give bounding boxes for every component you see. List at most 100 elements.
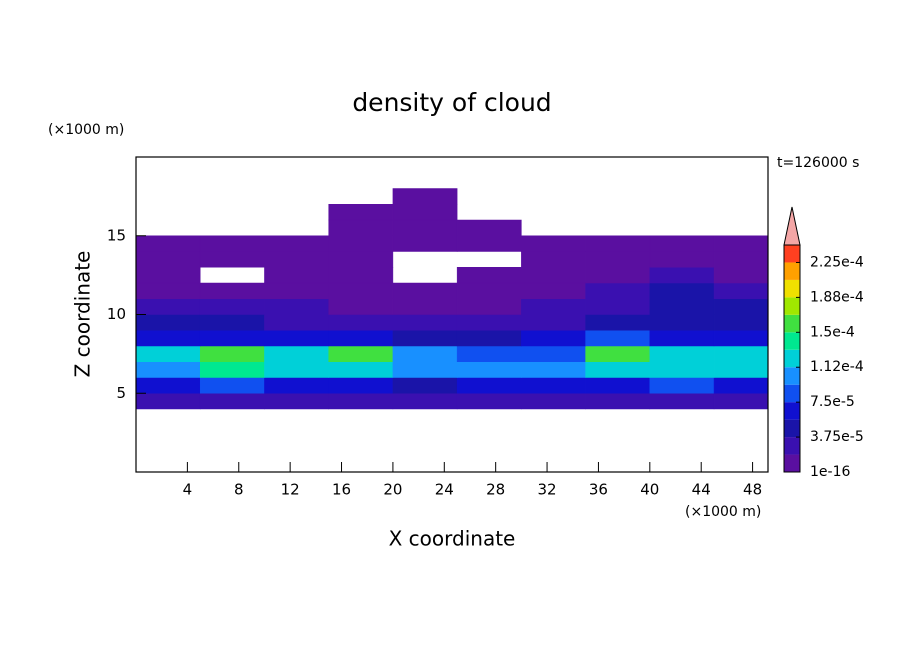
contour-cell — [264, 345, 329, 362]
x-tick-label: 44 — [692, 481, 711, 499]
contour-cell — [392, 282, 458, 299]
contour-cell — [392, 219, 458, 236]
contour-cell — [264, 361, 329, 378]
contour-cell — [713, 298, 769, 315]
contour-cell — [135, 377, 201, 394]
contour-cell — [713, 314, 769, 331]
contour-cell — [135, 235, 201, 252]
contour-cell — [456, 314, 522, 331]
colorbar-band — [784, 349, 800, 368]
contour-cell — [585, 377, 651, 394]
x-axis-label: X coordinate — [389, 527, 516, 551]
contour-cell — [135, 298, 201, 315]
contour-cell — [135, 314, 201, 331]
contour-cell — [392, 393, 458, 410]
contour-cell — [135, 345, 201, 362]
contour-cell — [713, 282, 769, 299]
contour-cell — [328, 235, 394, 252]
contour-cell — [199, 282, 265, 299]
contour-cell — [713, 345, 769, 362]
contour-cell — [585, 298, 651, 315]
contour-cell — [264, 235, 329, 252]
chart-title: density of cloud — [352, 88, 551, 117]
contour-cell — [456, 330, 522, 347]
contour-cell — [264, 267, 329, 284]
contour-cell — [649, 393, 715, 410]
contour-cell — [456, 377, 522, 394]
contour-cell — [456, 282, 522, 299]
x-tick-label: 40 — [640, 481, 659, 499]
contour-cell — [392, 361, 458, 378]
x-tick-label: 4 — [183, 481, 193, 499]
colorbar-band — [784, 454, 800, 472]
contour-cell — [521, 282, 586, 299]
contour-cell — [328, 298, 394, 315]
contour-cell — [199, 345, 265, 362]
contour-cell — [135, 330, 201, 347]
colorbar-tick-label: 1.12e-4 — [810, 359, 864, 375]
contour-cell — [199, 393, 265, 410]
x-tick-label: 12 — [281, 481, 300, 499]
y-tick-label: 10 — [107, 305, 126, 323]
contour-cell — [135, 393, 201, 410]
contour-cell — [328, 361, 394, 378]
contour-cell — [328, 377, 394, 394]
x-tick-label: 32 — [538, 481, 557, 499]
contour-cell — [135, 251, 201, 268]
contour-cell — [199, 235, 265, 252]
contour-cell — [392, 204, 458, 221]
contour-cell — [649, 267, 715, 284]
contour-cell — [199, 298, 265, 315]
contour-cell — [521, 298, 586, 315]
contour-cell — [585, 330, 651, 347]
contour-cell — [135, 361, 201, 378]
colorbar-band — [784, 384, 800, 403]
time-annotation: t=126000 s — [777, 155, 859, 171]
contour-cell — [585, 314, 651, 331]
contour-cell — [649, 251, 715, 268]
contour-cell — [521, 251, 586, 268]
x-unit: (×1000 m) — [685, 504, 761, 520]
contour-cell — [328, 314, 394, 331]
colorbar-tick-label: 1.5e-4 — [810, 324, 855, 340]
contour-cell — [585, 393, 651, 410]
colorbar-band — [784, 402, 800, 420]
contour-cell — [649, 330, 715, 347]
contour-cell — [456, 235, 522, 252]
contour-cell — [135, 282, 201, 299]
contour-cell — [713, 330, 769, 347]
contour-cell — [521, 314, 586, 331]
contour-cell — [649, 298, 715, 315]
contour-cell — [264, 314, 329, 331]
colorbar-tick-label: 7.5e-5 — [810, 394, 855, 410]
contour-cell — [585, 235, 651, 252]
contour-cell — [264, 377, 329, 394]
contour-cell — [713, 251, 769, 268]
y-tick-label: 5 — [116, 384, 126, 402]
y-axis-label: Z coordinate — [71, 251, 95, 378]
colorbar-tick-label: 3.75e-5 — [810, 429, 864, 445]
contour-cell — [649, 345, 715, 362]
contour-cell — [328, 267, 394, 284]
colorbar-band — [784, 279, 800, 298]
contour-cell — [649, 235, 715, 252]
contour-cell — [585, 282, 651, 299]
colorbar-band — [784, 419, 800, 438]
colorbar-tick-label: 2.25e-4 — [810, 254, 864, 270]
x-tick-label: 16 — [332, 481, 351, 499]
contour-cell — [521, 267, 586, 284]
y-unit: (×1000 m) — [48, 122, 124, 138]
contour-cell — [328, 204, 394, 221]
colorbar-band — [784, 367, 800, 385]
contour-cell — [392, 298, 458, 315]
colorbar-band — [784, 262, 800, 280]
contour-cell — [392, 330, 458, 347]
contour-cell — [392, 377, 458, 394]
x-tick-label: 48 — [743, 481, 762, 499]
colorbar-band — [784, 245, 800, 263]
colorbar-band — [784, 437, 800, 455]
x-tick-label: 36 — [589, 481, 608, 499]
contour-cell — [713, 393, 769, 410]
